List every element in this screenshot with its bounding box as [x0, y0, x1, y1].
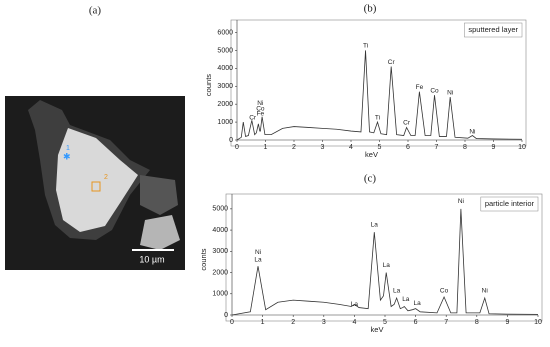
x-tick-label: 6	[414, 319, 418, 326]
inset-box	[464, 22, 523, 38]
y-tick-label: 3000	[212, 248, 228, 255]
peak-label: Co	[256, 105, 265, 112]
peak-label: Fe	[416, 84, 424, 91]
x-tick-label: 9	[492, 144, 496, 151]
peak-label: Ti	[363, 43, 368, 50]
inset-label: sputtered layer	[468, 25, 518, 34]
panel-label: (a)	[89, 5, 102, 17]
peak-label: Ni	[482, 287, 488, 294]
x-tick-label: 7	[444, 319, 448, 326]
peak-label: La	[402, 296, 410, 303]
peak-label: Co	[440, 287, 449, 294]
x-tick-label: 4	[349, 144, 353, 151]
panel-label: (b)	[364, 3, 377, 15]
x-tick-label: 6	[406, 144, 410, 151]
y-tick-label: 0	[224, 312, 228, 319]
y-tick-label: 2000	[217, 101, 233, 108]
peak-label: Ni	[469, 129, 475, 136]
peak-label: La	[393, 287, 401, 294]
x-tick-label: 8	[463, 144, 467, 151]
x-tick-label: 10	[518, 144, 526, 151]
x-tick-label: 3	[322, 319, 326, 326]
marker-point: ✱	[63, 151, 71, 161]
peak-label: La	[414, 300, 422, 307]
peak-label: Cr	[403, 120, 411, 127]
peak-label: Fe	[257, 111, 265, 118]
x-tick-label: 10	[534, 319, 542, 326]
y-axis-title: counts	[204, 74, 213, 96]
x-axis-title: keV	[371, 325, 384, 334]
peak-label: Ni	[447, 89, 453, 96]
peak-label: La	[371, 221, 379, 228]
y-tick-label: 1000	[212, 291, 228, 298]
peak-label: Cr	[249, 114, 257, 121]
x-tick-label: 1	[264, 144, 268, 151]
y-tick-label: 5000	[212, 206, 228, 213]
x-tick-label: 2	[291, 319, 295, 326]
scale-bar-label: 10 µm	[139, 254, 164, 264]
y-tick-label: 2000	[212, 269, 228, 276]
plot-frame	[230, 19, 527, 147]
y-tick-label: 4000	[217, 65, 233, 72]
x-tick-label: 7	[435, 144, 439, 151]
inset-box	[480, 196, 539, 212]
neighbor-particle	[140, 175, 178, 215]
particle	[56, 128, 138, 232]
y-tick-label: 4000	[212, 227, 228, 234]
spectrum-line	[231, 208, 539, 316]
peak-label: Ni	[257, 100, 263, 107]
peak-label: La	[254, 257, 262, 264]
plot-frame	[225, 193, 543, 322]
marker-label: 2	[104, 174, 108, 181]
x-tick-label: 3	[321, 144, 325, 151]
peak-label: Ni	[458, 198, 464, 205]
inset-label: particle interior	[485, 199, 535, 208]
x-tick-label: 5	[378, 144, 382, 151]
x-tick-label: 9	[505, 319, 509, 326]
peak-label: La	[383, 262, 391, 269]
y-tick-label: 6000	[217, 29, 233, 36]
y-tick-label: 3000	[217, 83, 233, 90]
peak-label: Ti	[375, 114, 380, 121]
peak-label: La	[351, 301, 359, 308]
x-tick-label: 4	[352, 319, 356, 326]
peak-label: Co	[430, 87, 439, 94]
neighbor-particle	[140, 215, 180, 250]
y-tick-label: 1000	[217, 119, 233, 126]
y-tick-label: 0	[229, 137, 233, 144]
marker-area	[91, 181, 101, 192]
x-tick-label: 0	[235, 144, 239, 151]
spectrum-line	[236, 50, 523, 141]
peak-label: Cr	[388, 59, 396, 66]
y-axis-title: counts	[199, 248, 208, 270]
y-tick-label: 5000	[217, 47, 233, 54]
x-tick-label: 1	[261, 319, 265, 326]
x-tick-label: 8	[475, 319, 479, 326]
x-tick-label: 2	[292, 144, 296, 151]
peak-label: Ni	[255, 249, 261, 256]
x-axis-title: keV	[365, 150, 378, 159]
x-tick-label: 5	[383, 319, 387, 326]
panel-label: (c)	[364, 173, 377, 185]
marker-label: 1	[66, 145, 70, 152]
x-tick-label: 0	[230, 319, 234, 326]
